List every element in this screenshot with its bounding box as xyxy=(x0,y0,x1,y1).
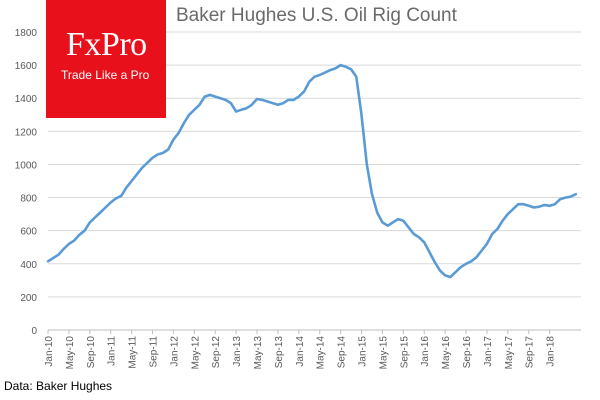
fxpro-logo: FxPro Trade Like a Pro xyxy=(46,0,166,118)
x-tick-label: Sep-13 xyxy=(274,336,285,369)
y-tick-label: 1200 xyxy=(15,127,38,138)
y-tick-label: 400 xyxy=(20,260,37,271)
x-tick-label: Sep-10 xyxy=(86,336,97,369)
x-tick-label: May-12 xyxy=(190,336,201,370)
y-tick-label: 600 xyxy=(20,227,37,238)
x-tick-label: Sep-16 xyxy=(462,336,473,369)
x-tick-label: Sep-17 xyxy=(525,336,536,369)
x-tick-label: Sep-12 xyxy=(211,336,222,369)
x-tick-label: Jan-14 xyxy=(295,336,306,367)
x-tick-label: May-11 xyxy=(128,336,139,369)
x-tick-label: Jan-12 xyxy=(169,336,180,367)
x-tick-label: May-15 xyxy=(378,336,389,370)
x-tick-label: Sep-15 xyxy=(399,336,410,369)
series-line-oil-rig-count xyxy=(46,63,578,279)
x-tick-label: May-17 xyxy=(504,336,515,370)
x-tick-label: May-14 xyxy=(316,336,327,370)
y-tick-label: 1600 xyxy=(15,61,38,72)
x-tick-label: May-16 xyxy=(441,336,452,370)
x-tick-label: Jan-16 xyxy=(420,336,431,367)
y-axis-ticks: 0 200 400 600 800 1000 1200 1400 1600 1800 xyxy=(15,28,38,337)
x-tick-label: Sep-11 xyxy=(149,336,160,368)
logo-mark: FxPro xyxy=(66,26,147,63)
y-tick-label: 200 xyxy=(20,293,37,304)
x-axis-ticks: Jan-10 May-10 Sep-10 Jan-11 May-11 Sep-11 Jan-… xyxy=(44,330,557,369)
x-tick-label: May-13 xyxy=(253,336,264,370)
x-tick-label: Jan-15 xyxy=(358,336,369,367)
y-tick-label: 1000 xyxy=(15,160,38,171)
y-tick-label: 1400 xyxy=(15,94,38,105)
x-tick-label: May-10 xyxy=(65,336,76,370)
x-tick-label: Sep-14 xyxy=(337,336,348,369)
series-layer xyxy=(46,63,578,279)
y-tick-label: 0 xyxy=(31,326,37,337)
x-tick-label: Jan-17 xyxy=(483,336,494,367)
source-note: Data: Baker Hughes xyxy=(4,379,113,393)
chart-title: Baker Hughes U.S. Oil Rig Count xyxy=(176,5,457,26)
y-tick-label: 800 xyxy=(20,194,37,205)
x-tick-label: Jan-18 xyxy=(546,336,557,367)
x-tick-label: Jan-13 xyxy=(232,336,243,367)
y-tick-label: 1800 xyxy=(15,28,38,39)
x-tick-label: Jan-11 xyxy=(107,336,118,366)
logo-tagline: Trade Like a Pro xyxy=(61,68,150,82)
x-tick-label: Jan-10 xyxy=(44,336,55,367)
